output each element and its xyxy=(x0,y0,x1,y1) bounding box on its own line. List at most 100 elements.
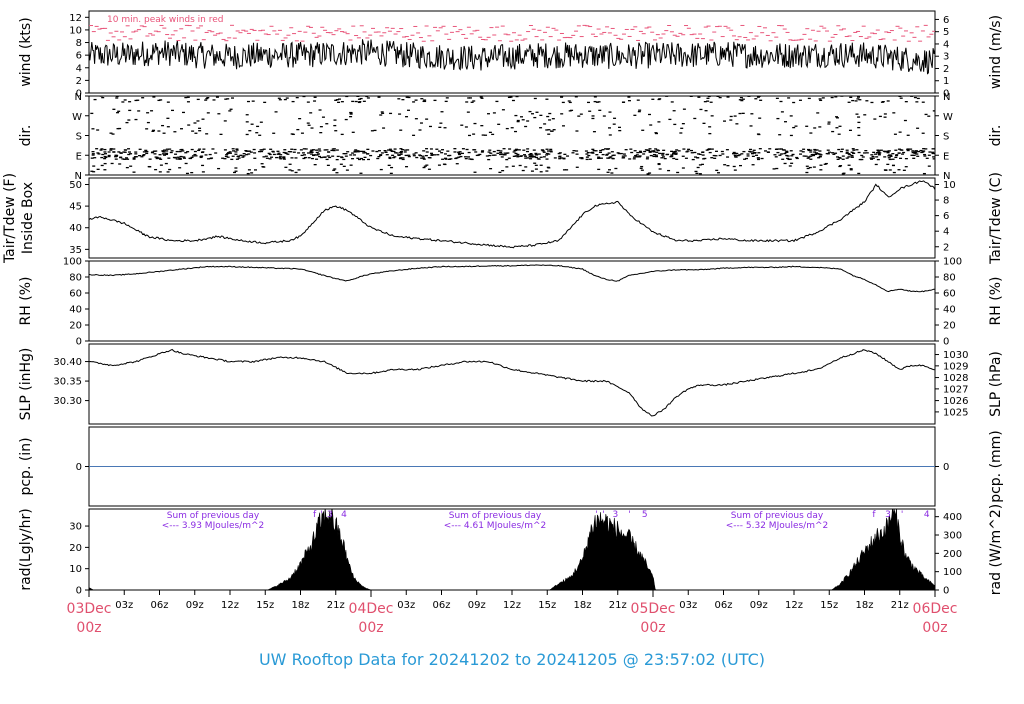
dir-tick-label-left: N xyxy=(75,92,82,103)
wind-annotation: 10 min. peak winds in red xyxy=(107,15,224,25)
rad-top-mark: ' xyxy=(901,510,903,520)
rad-ylabel-right: rad (W/m^2) xyxy=(988,504,1004,595)
time-tick-label: 09z xyxy=(186,600,204,611)
slp-tick-label-left: 30.35 xyxy=(53,377,82,388)
temp-plot-area xyxy=(89,180,935,249)
rad-tick-label-right: 300 xyxy=(943,531,962,542)
rh-tick-label-left: 80 xyxy=(69,273,82,284)
rad-top-mark: f xyxy=(872,510,876,520)
pcp-panel: pcp. (in) pcp. (mm) 0 0 xyxy=(18,426,1004,507)
wind-tick-label-right: 6 xyxy=(943,15,949,26)
rh-tick-label-right: 60 xyxy=(943,289,956,300)
rad-top-mark: ' xyxy=(628,510,630,520)
dir-tick-label-left: W xyxy=(72,112,82,123)
rad-tick-label-left: 0 xyxy=(76,586,82,597)
wind-tick-label-left: 12 xyxy=(69,13,82,24)
slp-ylabel-right: SLP (hPa) xyxy=(988,351,1004,417)
time-tick-label: 06z xyxy=(433,600,451,611)
slp-tick-label-right: 1025 xyxy=(943,407,968,418)
slp-tick-label-right: 1030 xyxy=(943,350,968,361)
time-tick-label: 18z xyxy=(574,600,592,611)
pcp-ylabel-right: pcp. (mm) xyxy=(988,430,1004,503)
temp-tick-label-right: 2 xyxy=(943,242,949,253)
dir-tick-label-left: N xyxy=(75,171,82,182)
pcp-ylabel-left: pcp. (in) xyxy=(18,437,34,495)
rh-tick-label-right: 20 xyxy=(943,321,956,332)
wind-tick-label-right: 3 xyxy=(943,52,949,63)
time-tick-label: 03z xyxy=(679,600,697,611)
temp-series-line xyxy=(89,180,935,249)
rh-tick-label-left: 20 xyxy=(69,321,82,332)
wind-tick-label-left: 8 xyxy=(76,38,82,49)
slp-tick-label-right: 1029 xyxy=(943,361,968,372)
rad-tick-label-right: 200 xyxy=(943,549,962,560)
day-label-date: 05Dec xyxy=(631,601,676,617)
day-label-time: 00z xyxy=(922,620,947,636)
rh-tick-label-left: 0 xyxy=(76,337,82,348)
rh-tick-label-right: 40 xyxy=(943,305,956,316)
wind-ylabel-left: wind (kts) xyxy=(18,17,34,86)
wind-tick-label-right: 1 xyxy=(943,76,949,87)
slp-tick-label-left: 30.40 xyxy=(53,357,82,368)
rad-day-sum-title: Sum of previous day xyxy=(449,511,542,521)
slp-tick-label-right: 1027 xyxy=(943,384,968,395)
time-tick-label: 09z xyxy=(750,600,768,611)
rh-tick-label-right: 80 xyxy=(943,273,956,284)
dir-tick-label-right: N xyxy=(943,92,950,103)
dir-plot-area xyxy=(90,96,935,175)
dir-tick-label-right: E xyxy=(943,151,949,162)
rad-tick-label-right: 0 xyxy=(943,586,949,597)
rad-top-mark: 4 xyxy=(924,510,930,520)
temp-tick-label-left: 50 xyxy=(69,180,82,191)
wind-tick-label-left: 6 xyxy=(76,51,82,62)
rad-tick-label-right: 400 xyxy=(943,512,962,523)
time-tick-label: 21z xyxy=(609,600,627,611)
slp-ylabel-left: SLP (inHg) xyxy=(18,348,34,421)
wind-tick-label-right: 2 xyxy=(943,64,949,75)
rad-top-mark: ' xyxy=(602,510,604,520)
day-label-date: 03Dec xyxy=(67,601,112,617)
rad-day-sum-value: <--- 5.32 MJoules/m^2 xyxy=(726,521,828,531)
slp-panel: SLP (inHg) SLP (hPa)30.3030.3530.40102510… xyxy=(18,343,1004,425)
rh-tick-label-left: 60 xyxy=(69,289,82,300)
time-tick-label: 12z xyxy=(221,600,239,611)
rh-plot-area xyxy=(89,264,935,293)
slp-series-line xyxy=(89,348,935,417)
time-tick-label: 06z xyxy=(151,600,169,611)
dir-frame xyxy=(88,95,936,176)
rh-tick-label-right: 0 xyxy=(943,337,949,348)
rad-top-mark: ' xyxy=(320,510,322,520)
temp-tick-label-left: 45 xyxy=(69,202,82,213)
time-tick-label: 06z xyxy=(715,600,733,611)
day-label-date: 04Dec xyxy=(349,601,394,617)
day-label-time: 00z xyxy=(640,620,665,636)
time-tick-label: 12z xyxy=(785,600,803,611)
rh-ylabel-left: RH (%) xyxy=(18,277,34,326)
wind-tick-label-left: 0 xyxy=(76,89,82,100)
pcp-tick-label-left: 0 xyxy=(76,462,82,473)
rad-top-mark: 3 xyxy=(885,510,891,520)
rh-tick-label-left: 100 xyxy=(63,257,82,268)
rad-ylabel-left: rad(Lgly/hr) xyxy=(18,508,34,590)
rh-frame xyxy=(88,260,936,342)
rad-day-sum-value: <--- 4.61 MJoules/m^2 xyxy=(444,521,546,531)
page-title: UW Rooftop Data for 20241202 to 20241205… xyxy=(259,650,765,669)
rad-series-area xyxy=(89,509,935,590)
wind-tick-label-right: 4 xyxy=(943,39,949,50)
wind-tick-label-right: 5 xyxy=(943,27,949,38)
time-tick-label: 21z xyxy=(891,600,909,611)
rad-tick-label-left: 20 xyxy=(69,543,82,554)
temp-frame xyxy=(88,177,936,259)
rad-day-sum-value: <--- 3.93 MJoules/m^2 xyxy=(162,521,264,531)
temp-panel: Tair/Tdew (F) Inside Box Tair/Tdew (C) 35 40… xyxy=(2,172,1004,265)
time-tick-label: 18z xyxy=(856,600,874,611)
time-tick-label: 15z xyxy=(256,600,274,611)
rh-ylabel-right: RH (%) xyxy=(988,277,1004,326)
day-label-time: 00z xyxy=(358,620,383,636)
slp-tick-label-left: 30.30 xyxy=(53,396,82,407)
slp-tick-label-right: 1026 xyxy=(943,396,968,407)
rad-top-mark: 3 xyxy=(327,510,333,520)
